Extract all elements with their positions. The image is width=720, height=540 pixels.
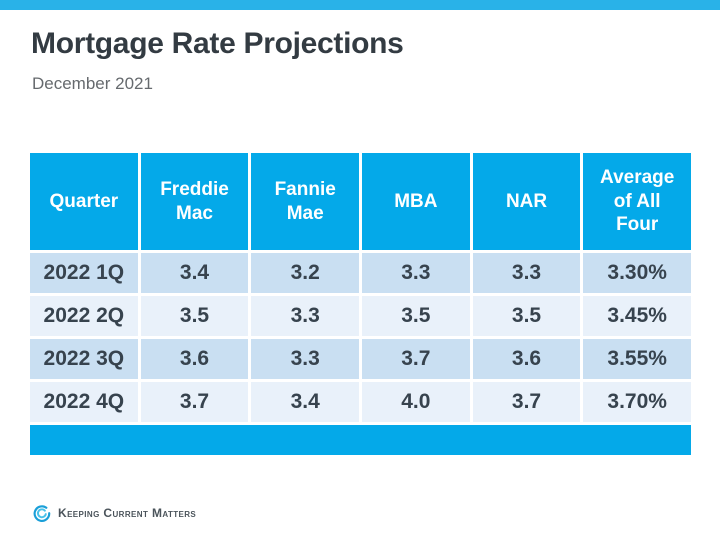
- rate-value-cell: 3.3: [472, 253, 581, 293]
- rate-value-cell: 3.2: [251, 253, 360, 293]
- rate-value-cell: 3.30%: [583, 253, 692, 293]
- mortgage-rate-table: Quarter Freddie Mac Fannie Mae MBA NAR Averag…: [30, 153, 692, 455]
- rate-value-cell: 3.45%: [583, 296, 692, 336]
- table-row: 2022 2Q 3.5 3.3 3.5 3.5 3.45%: [30, 296, 692, 336]
- rate-value-cell: 3.6: [472, 339, 581, 379]
- top-accent-bar: [0, 0, 720, 10]
- kcm-swirl-icon: [33, 504, 51, 522]
- quarter-cell: 2022 3Q: [30, 339, 138, 379]
- table-row: 2022 1Q 3.4 3.2 3.3 3.3 3.30%: [30, 253, 692, 293]
- table-footer-bar: [30, 425, 691, 455]
- page-subtitle: December 2021: [32, 74, 153, 93]
- rate-value-cell: 3.3: [251, 339, 360, 379]
- column-header-freddie-mac: Freddie Mac: [140, 153, 249, 250]
- rate-value-cell: 3.6: [140, 339, 249, 379]
- table-row: 2022 3Q 3.6 3.3 3.7 3.6 3.55%: [30, 339, 692, 379]
- rate-value-cell: 4.0: [362, 382, 470, 422]
- column-header-average-of-all-four: Average of All Four: [583, 153, 692, 250]
- rate-value-cell: 3.7: [472, 382, 581, 422]
- rate-value-cell: 3.70%: [583, 382, 692, 422]
- quarter-cell: 2022 4Q: [30, 382, 138, 422]
- column-header-nar: NAR: [472, 153, 581, 250]
- brand-logo: Keeping Current Matters: [33, 502, 196, 524]
- column-header-fannie-mae: Fannie Mae: [251, 153, 360, 250]
- rate-value-cell: 3.3: [251, 296, 360, 336]
- page-title: Mortgage Rate Projections: [31, 27, 404, 60]
- quarter-cell: 2022 2Q: [30, 296, 138, 336]
- rate-value-cell: 3.4: [251, 382, 360, 422]
- column-header-mba: MBA: [362, 153, 470, 250]
- rate-value-cell: 3.7: [140, 382, 249, 422]
- rate-value-cell: 3.3: [362, 253, 470, 293]
- rate-value-cell: 3.55%: [583, 339, 692, 379]
- quarter-cell: 2022 1Q: [30, 253, 138, 293]
- rate-value-cell: 3.5: [362, 296, 470, 336]
- column-header-quarter: Quarter: [30, 153, 138, 250]
- rate-value-cell: 3.5: [472, 296, 581, 336]
- rate-value-cell: 3.4: [140, 253, 249, 293]
- brand-logo-text: Keeping Current Matters: [58, 506, 197, 520]
- rate-value-cell: 3.5: [140, 296, 249, 336]
- table-row: 2022 4Q 3.7 3.4 4.0 3.7 3.70%: [30, 382, 692, 422]
- table-body: 2022 1Q 3.4 3.2 3.3 3.3 3.30% 2022 2Q 3.5 3.3 3.5…: [30, 253, 692, 422]
- table-header-row: Quarter Freddie Mac Fannie Mae MBA NAR Averag…: [30, 153, 692, 250]
- rate-value-cell: 3.7: [362, 339, 470, 379]
